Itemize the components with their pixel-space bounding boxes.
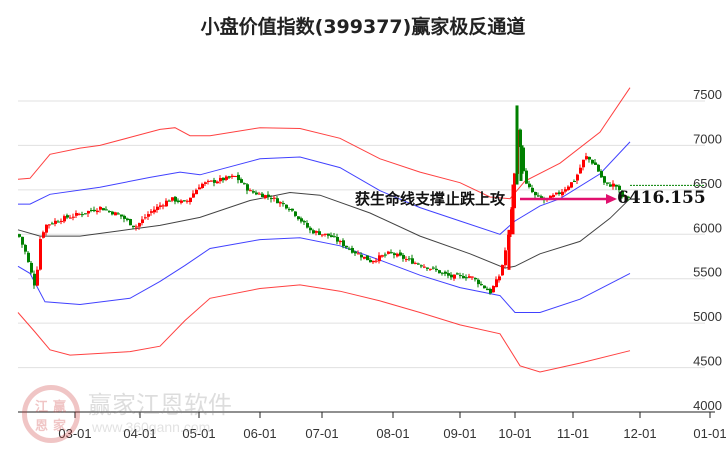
x-axis: 03-01 04-01 05-01 06-01 07-01 08-01 09-01 10-01… — [18, 411, 726, 441]
upper_inner_band-line — [18, 141, 631, 235]
svg-text:01-01: 01-01 — [693, 426, 726, 441]
svg-text:5000: 5000 — [693, 309, 722, 324]
chart-title: 小盘价值指数(399377)赢家极反通道 — [200, 16, 526, 38]
channel-bands — [17, 87, 631, 373]
svg-text:4500: 4500 — [693, 354, 722, 369]
svg-text:03-01: 03-01 — [58, 426, 91, 441]
lifeline_middle-line — [17, 191, 631, 269]
svg-text:05-01: 05-01 — [182, 426, 215, 441]
svg-text:09-01: 09-01 — [443, 426, 476, 441]
annotation-arrow — [520, 194, 617, 204]
svg-text:6500: 6500 — [693, 176, 722, 191]
svg-text:07-01: 07-01 — [305, 426, 338, 441]
candlesticks — [18, 105, 705, 295]
gridlines — [18, 100, 705, 369]
svg-text:06-01: 06-01 — [243, 426, 276, 441]
svg-text:7000: 7000 — [693, 131, 722, 146]
upper_outer_band-line — [17, 87, 631, 200]
svg-text:08-01: 08-01 — [376, 426, 409, 441]
svg-text:10-01: 10-01 — [498, 426, 531, 441]
svg-text:04-01: 04-01 — [123, 426, 156, 441]
svg-text:12-01: 12-01 — [623, 426, 656, 441]
y-axis-labels: 4000 4500 5000 5500 6000 6500 7000 7500 — [693, 87, 722, 413]
last-price-label: 6416.155 — [617, 188, 706, 208]
svg-text:6000: 6000 — [693, 220, 722, 235]
svg-text:7500: 7500 — [693, 87, 722, 102]
svg-text:4000: 4000 — [693, 398, 722, 413]
lower_inner_band-line — [17, 237, 631, 313]
svg-text:5500: 5500 — [693, 265, 722, 280]
annotation-text: 获生命线支撑止跌上攻 — [355, 190, 506, 208]
lower_outer_band-line — [17, 284, 631, 373]
svg-text:11-01: 11-01 — [557, 426, 589, 441]
